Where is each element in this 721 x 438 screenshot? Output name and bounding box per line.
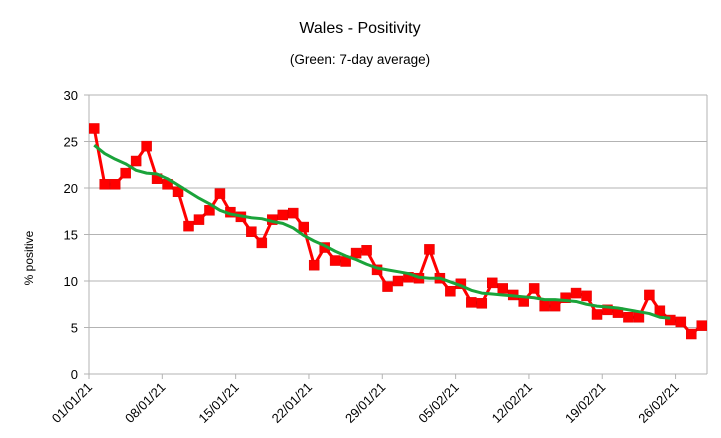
daily-point [288,207,299,219]
daily-point [602,304,613,316]
daily-point [350,247,362,259]
daily-point [665,314,676,326]
daily-point [696,320,708,331]
daily-point [183,220,194,232]
y-tick-label: 5 [71,321,78,336]
daily-point [130,155,142,167]
x-tick-label: 05/02/21 [415,380,461,426]
daily-point [99,179,110,190]
daily-point [476,298,488,309]
daily-point [528,283,540,294]
daily-point [466,297,477,308]
y-axis-ticks: 0 5 10 15 20 25 30 [64,88,89,382]
daily-point [487,277,498,289]
chart-title: Wales - Positivity [299,20,420,37]
daily-point [549,300,561,312]
daily-point [256,237,268,249]
daily-point [675,316,687,328]
x-tick-label: 15/01/21 [195,380,241,426]
series-7day-average [93,144,671,320]
x-tick-label: 29/01/21 [342,380,388,426]
daily-point [361,245,372,256]
x-tick-label: 01/01/21 [49,380,95,426]
daily-point [193,214,205,225]
x-tick-label: 26/02/21 [635,380,681,426]
daily-point [560,292,571,303]
daily-point [277,209,289,221]
daily-point [581,290,592,302]
daily-point [392,275,404,287]
y-tick-label: 0 [71,367,78,382]
x-tick-label: 08/01/21 [122,380,168,426]
daily-point [109,179,121,190]
daily-point [644,289,655,301]
average-line [93,144,671,320]
chart-subtitle: (Green: 7-day average) [290,52,430,67]
daily-point [141,140,152,152]
daily-point [298,221,309,233]
daily-point [214,188,226,199]
y-tick-label: 15 [64,228,78,243]
daily-point [308,259,320,271]
x-tick-label: 12/02/21 [489,380,535,426]
x-axis-ticks: 01/01/21 08/01/21 15/01/21 22/01/21 29/01/21… [49,374,682,426]
x-tick-label: 22/01/21 [269,380,315,426]
daily-point [539,300,550,312]
y-tick-label: 30 [64,88,78,103]
axes [88,95,708,379]
daily-point [445,285,456,297]
daily-point [570,287,582,299]
daily-point [88,123,100,134]
y-tick-label: 20 [64,181,78,196]
x-tick-label: 19/02/21 [562,380,608,426]
y-tick-label: 10 [64,274,78,289]
daily-point [120,167,131,179]
y-axis-label: % positive [22,230,36,285]
series [88,123,708,340]
daily-point [246,226,257,237]
gridlines [89,94,707,328]
daily-point [424,244,435,255]
daily-point [497,283,508,294]
daily-point [329,255,341,266]
y-tick-label: 25 [64,135,78,150]
daily-point [686,328,697,340]
daily-point [591,309,603,320]
daily-point [623,312,634,323]
series-daily [88,123,708,340]
daily-point [382,281,393,292]
daily-point [654,305,666,317]
